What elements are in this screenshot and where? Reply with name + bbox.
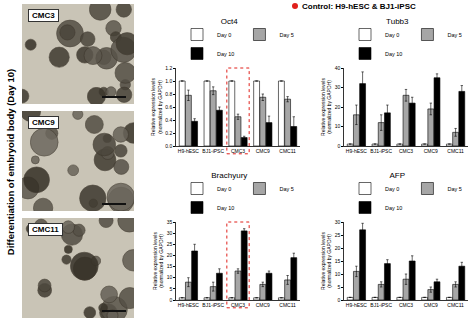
svg-text:CMC9: CMC9 (424, 148, 438, 154)
svg-text:H9-hESC: H9-hESC (346, 148, 368, 154)
svg-text:Day 5: Day 5 (447, 32, 461, 38)
svg-text:CMC11: CMC11 (279, 302, 296, 308)
svg-text:0: 0 (337, 297, 340, 303)
svg-text:Day 10: Day 10 (385, 205, 402, 211)
svg-text:Relative expression levels(nor: Relative expression levels(normalized by… (320, 78, 333, 136)
svg-text:Day 10: Day 10 (385, 51, 402, 57)
svg-text:Oct4: Oct4 (221, 17, 238, 26)
svg-text:CMC3: CMC3 (231, 148, 245, 154)
svg-text:30: 30 (335, 84, 341, 90)
html-text:CMC9: CMC9 (32, 118, 55, 127)
svg-text:Day 5: Day 5 (447, 186, 461, 192)
svg-text:CMC3: CMC3 (399, 148, 413, 154)
svg-text:0.2: 0.2 (165, 130, 172, 136)
svg-text:0: 0 (169, 297, 172, 303)
html-text:Differentiation of embryoid bo: Differentiation of embryoid body (Day 10… (5, 68, 16, 256)
html-text:Control: H9-hESC & BJ1-iPSC: Control: H9-hESC & BJ1-iPSC (302, 2, 416, 11)
svg-text:BJ1-iPSC: BJ1-iPSC (202, 302, 224, 308)
svg-text:30: 30 (335, 219, 341, 225)
svg-text:BJ1-iPSC: BJ1-iPSC (370, 302, 392, 308)
svg-text:35: 35 (167, 219, 173, 225)
svg-text:AFP: AFP (390, 171, 406, 180)
svg-text:BJ1-iPSC: BJ1-iPSC (370, 148, 392, 154)
svg-text:5: 5 (169, 286, 172, 292)
svg-text:Day 0: Day 0 (385, 186, 399, 192)
svg-text:1.0: 1.0 (165, 78, 172, 84)
html-text:CMC3: CMC3 (32, 11, 55, 20)
svg-text:Brachyury: Brachyury (211, 171, 247, 180)
svg-text:0.8: 0.8 (165, 91, 172, 97)
svg-text:H9-hESC: H9-hESC (346, 302, 368, 308)
svg-text:CMC3: CMC3 (231, 302, 245, 308)
svg-text:Relative expression levels(nor: Relative expression levels(normalized by… (320, 232, 333, 290)
svg-text:Day 10: Day 10 (217, 205, 234, 211)
svg-text:25: 25 (167, 241, 173, 247)
svg-text:Day 5: Day 5 (279, 186, 293, 192)
svg-text:25: 25 (335, 232, 341, 238)
svg-text:CMC11: CMC11 (279, 148, 296, 154)
svg-text:CMC9: CMC9 (424, 302, 438, 308)
svg-text:30: 30 (167, 230, 173, 236)
svg-text:5: 5 (337, 284, 340, 290)
svg-text:Day 0: Day 0 (217, 32, 231, 38)
svg-text:Day 10: Day 10 (217, 51, 234, 57)
svg-text:40: 40 (335, 65, 341, 71)
svg-text:CMC11: CMC11 (447, 148, 464, 154)
svg-text:20: 20 (167, 252, 173, 258)
svg-text:Day 5: Day 5 (279, 32, 293, 38)
svg-text:20: 20 (335, 245, 341, 251)
svg-text:0.6: 0.6 (165, 104, 172, 110)
svg-text:15: 15 (335, 258, 341, 264)
svg-text:Relative expression levels(nor: Relative expression levels(normalized by… (150, 78, 163, 136)
svg-text:10: 10 (335, 123, 341, 129)
svg-text:Day 0: Day 0 (217, 186, 231, 192)
svg-text:0: 0 (337, 143, 340, 149)
svg-text:H9-hESC: H9-hESC (178, 302, 200, 308)
svg-text:CMC11: CMC11 (447, 302, 464, 308)
svg-text:CMC9: CMC9 (256, 148, 270, 154)
svg-text:1.2: 1.2 (165, 65, 172, 71)
svg-text:Day 0: Day 0 (385, 32, 399, 38)
svg-text:15: 15 (167, 263, 173, 269)
svg-text:Tubb3: Tubb3 (386, 17, 409, 26)
svg-text:10: 10 (167, 274, 173, 280)
svg-text:H9-hESC: H9-hESC (178, 148, 200, 154)
svg-text:20: 20 (335, 104, 341, 110)
svg-text:CMC9: CMC9 (256, 302, 270, 308)
html-text:CMC11: CMC11 (32, 225, 59, 234)
svg-text:BJ1-iPSC: BJ1-iPSC (202, 148, 224, 154)
svg-text:0.0: 0.0 (165, 143, 172, 149)
svg-text:0.4: 0.4 (165, 117, 172, 123)
svg-text:10: 10 (335, 271, 341, 277)
svg-text:CMC3: CMC3 (399, 302, 413, 308)
svg-text:Relative expression levels(nor: Relative expression levels(normalized by… (152, 232, 165, 290)
